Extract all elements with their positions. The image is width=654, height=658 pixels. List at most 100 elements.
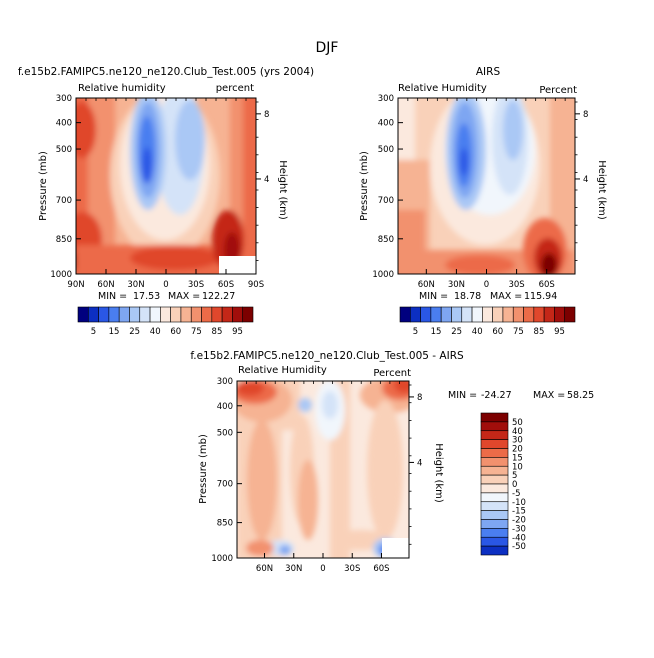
panel-diff-colorbar-label: 40 — [512, 427, 523, 437]
panel-diff-colorbar-label: 5 — [512, 471, 517, 481]
panel-diff-colorbar-label: -40 — [512, 533, 526, 543]
panel-diff-colorbar-label: 10 — [512, 462, 523, 472]
panel-diff-colorbar-label: 0 — [512, 480, 517, 490]
panel-diff-ytick-label: 850 — [217, 519, 233, 529]
panel-diff-colorbar-box — [480, 430, 509, 440]
panel-model-field-label: Relative humidity — [78, 83, 166, 94]
panel-diff-ytick-label: 1000 — [211, 554, 233, 564]
panel-diff-colorbar-label: -20 — [512, 516, 526, 526]
panel-model-y2tick-label: 8 — [264, 110, 269, 120]
panel-diff-colorbar-label: -30 — [512, 524, 526, 534]
panel-obs-colorbar-box — [523, 306, 535, 323]
missing-data-region — [382, 538, 409, 558]
panel-model-colorbar: 5 15 25 40 60 75 85 95 — [77, 306, 254, 337]
panel-diff-min-label: MIN = — [448, 390, 477, 401]
panel-diff-colorbar-box — [480, 483, 509, 494]
panel-diff-colorbar-label: 50 — [512, 418, 523, 428]
panel-model-colorbar-box — [242, 306, 254, 323]
panel-model-colorbar-label: 40 — [150, 327, 161, 337]
panel-obs-colorbar-label: 25 — [451, 327, 462, 337]
panel-model-colorbar-label: 5 — [91, 327, 96, 337]
panel-diff-colorbar-label: -50 — [512, 542, 526, 552]
panel-obs-colorbar-box — [512, 306, 524, 323]
panel-diff-xtick-label: 30N — [285, 564, 302, 574]
panel-diff-colorbar-box — [480, 457, 509, 467]
panel-diff-max-label: MAX = — [533, 390, 565, 401]
panel-obs-colorbar-box — [399, 306, 411, 323]
panel-model-ylabel: Pressure (mb) — [38, 151, 49, 221]
panel-model-xtick-label: 30N — [127, 280, 144, 290]
panel-obs-colorbar-label: 85 — [534, 327, 545, 337]
panel-model-y2tick-label: 4 — [264, 175, 269, 185]
panel-diff-colorbar-box — [480, 519, 509, 529]
panel-obs-colorbar-label: 60 — [492, 327, 503, 337]
panel-obs-units-label: Percent — [539, 85, 577, 96]
panel-diff-colorbar-box — [480, 545, 509, 556]
panel-obs-colorbar-label: 15 — [431, 327, 442, 337]
panel-model-colorbar-box — [77, 306, 89, 323]
panel-diff-units-label: Percent — [373, 368, 411, 379]
panel-diff-colorbar-label: 15 — [512, 453, 523, 463]
panel-obs-ylabel: Pressure (mb) — [359, 151, 370, 221]
panel-diff-colorbar-box — [480, 536, 509, 547]
panel-obs-xtick-label: 0 — [484, 280, 489, 290]
panel-model-colorbar-box — [118, 306, 130, 323]
panel-diff-y2tick-label: 4 — [417, 458, 422, 468]
panel-model-xtick-label: 60N — [97, 280, 114, 290]
panel-diff-ytick-label: 400 — [217, 402, 233, 412]
panel-diff-ylabel: Pressure (mb) — [198, 434, 209, 504]
panel-model-colorbar-box — [108, 306, 120, 323]
panel-model-y2label: Height (km) — [277, 160, 288, 220]
panel-obs-colorbar-box — [482, 306, 493, 323]
panel-obs-colorbar-label: 95 — [554, 327, 565, 337]
panel-diff-colorbar-box — [480, 421, 509, 432]
panel-obs-xtick-label: 60N — [418, 280, 435, 290]
panel-model-colorbar-box — [232, 306, 244, 323]
panel-diff-colorbar-label: 20 — [512, 445, 523, 455]
panel-obs-colorbar-box — [564, 306, 576, 323]
panel-diff-colorbar-box — [480, 474, 509, 485]
panel-model-colorbar-box — [160, 306, 171, 323]
panel-obs-colorbar-box — [430, 306, 442, 323]
panel-obs-colorbar-box — [420, 306, 432, 323]
panel-model-colorbar-box — [149, 306, 161, 323]
panel-diff-colorbar-label: -15 — [512, 507, 526, 517]
panel-obs-colorbar-box — [461, 306, 473, 323]
panel-obs-min-value: 18.78 — [454, 291, 481, 302]
panel-obs-ytick-label: 500 — [378, 145, 394, 155]
panel-model-xtick-label: 90N — [67, 280, 84, 290]
panel-obs-title: AIRS — [476, 66, 501, 78]
panel-model-colorbar-label: 25 — [129, 327, 140, 337]
panel-obs-y2tick-label: 8 — [583, 110, 588, 120]
panel-diff-colorbar-box — [480, 439, 509, 449]
panel-obs-field — [398, 98, 575, 274]
panel-obs-colorbar-box — [409, 306, 421, 323]
panel-model-colorbar-label: 95 — [232, 327, 243, 337]
panel-diff-colorbar-box — [480, 510, 509, 520]
panel-model-max-value: 122.27 — [202, 291, 235, 302]
panel-obs-xtick-label: 30N — [448, 280, 465, 290]
panel-obs-ytick-label: 1000 — [372, 270, 394, 280]
panel-model-title: f.e15b2.FAMIPC5.ne120_ne120.Club_Test.00… — [18, 66, 314, 78]
panel-model-colorbar-box — [190, 306, 202, 323]
panel-diff-ytick-label: 500 — [217, 428, 233, 438]
panel-obs-y2label: Height (km) — [596, 160, 607, 220]
panel-model-ytick-label: 850 — [56, 235, 72, 245]
panel-diff-colorbar-box — [480, 448, 509, 458]
panel-obs-colorbar-box — [451, 306, 463, 323]
panel-model-ytick-label: 400 — [56, 119, 72, 129]
panel-diff-colorbar-box — [480, 528, 509, 538]
panel-obs-colorbar: 5 15 25 40 60 75 85 95 — [399, 306, 576, 337]
panel-diff-colorbar-box — [480, 501, 509, 511]
panel-obs-colorbar-label: 75 — [513, 327, 524, 337]
panel-obs-ytick-label: 700 — [378, 196, 394, 206]
panel-model-colorbar-box — [221, 306, 233, 323]
panel-diff-colorbar-label: -5 — [512, 489, 520, 499]
panel-diff-y2tick-label: 8 — [417, 393, 422, 403]
panel-diff-xtick-label: 0 — [320, 564, 325, 574]
panel-diff-field — [237, 381, 409, 558]
panel-diff-min-value: -24.27 — [481, 390, 512, 401]
